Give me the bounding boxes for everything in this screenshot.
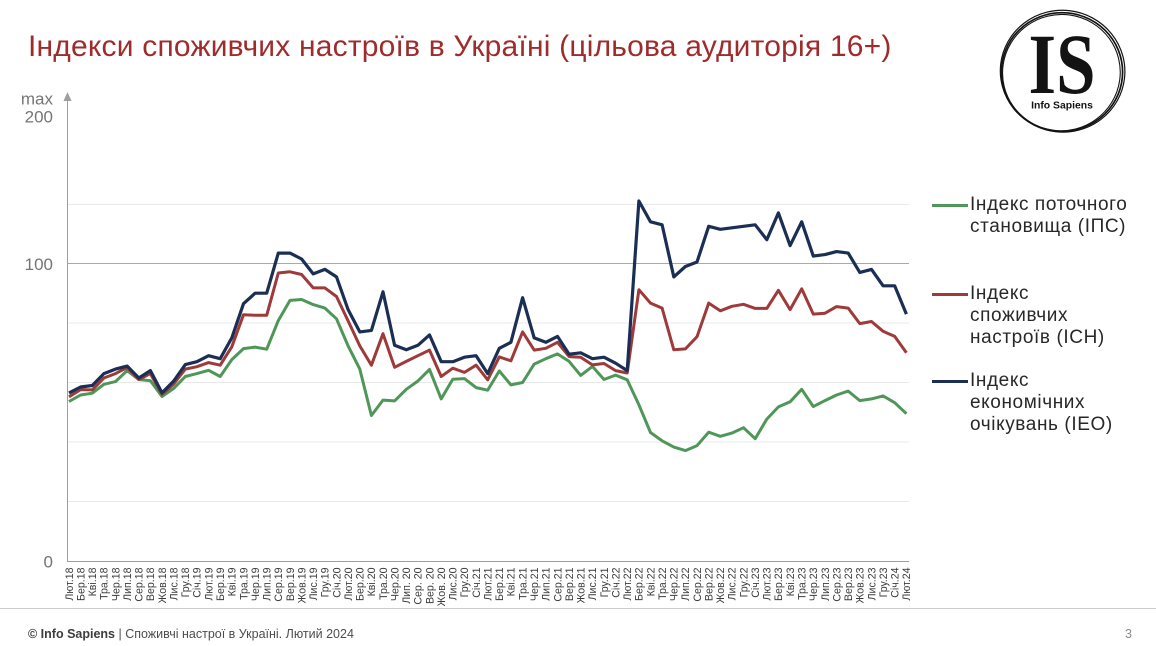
svg-text:Січ.22: Січ.22 [610,567,622,597]
svg-text:Чер.22: Чер.22 [669,567,681,601]
svg-text:Сер. 20: Сер. 20 [413,567,425,604]
svg-text:Лис.22: Лис.22 [727,567,739,600]
svg-text:Лис.20: Лис.20 [448,567,460,600]
svg-text:Чер.18: Чер.18 [110,567,122,601]
svg-text:Вер.21: Вер.21 [564,567,576,601]
svg-text:Кві.23: Кві.23 [785,567,797,596]
svg-text:Лип. 20: Лип. 20 [401,567,413,603]
svg-text:Кві.20: Кві.20 [366,567,378,596]
svg-text:Жов.23: Жов.23 [855,567,867,603]
svg-text:Бер.19: Бер.19 [215,567,227,601]
svg-text:Лип.19: Лип.19 [262,567,274,600]
svg-text:Лют.20: Лют.20 [343,567,355,600]
svg-text:Сер.18: Сер.18 [134,567,146,601]
svg-text:Гру.20: Гру.20 [459,567,471,597]
svg-text:Гру.18: Гру.18 [180,567,192,597]
svg-text:Лют.18: Лют.18 [64,567,76,600]
svg-text:Бер.21: Бер.21 [494,567,506,601]
svg-text:Сер.21: Сер.21 [552,567,564,601]
svg-text:Сер.23: Сер.23 [831,567,843,601]
svg-text:Січ.19: Січ.19 [192,567,204,597]
svg-text:Бер.22: Бер.22 [634,567,646,601]
svg-text:Лип.21: Лип.21 [541,567,553,600]
svg-text:Тра.19: Тра.19 [238,567,250,599]
svg-text:Лис.18: Лис.18 [169,567,181,600]
svg-text:Тра.23: Тра.23 [797,567,809,599]
svg-text:Лис.19: Лис.19 [308,567,320,600]
svg-text:Лют.23: Лют.23 [762,567,774,600]
svg-text:Info Sapiens: Info Sapiens [1031,101,1093,112]
svg-text:IS: IS [1029,16,1096,112]
svg-text:Сер.19: Сер.19 [273,567,285,601]
svg-text:Жов.19: Жов.19 [296,567,308,603]
svg-text:Жов.22: Жов.22 [715,567,727,603]
svg-text:Сер.22: Сер.22 [692,567,704,601]
svg-text:200: 200 [25,108,53,127]
svg-text:Лип.22: Лип.22 [680,567,692,600]
svg-text:Кві.18: Кві.18 [87,567,99,596]
svg-text:Лют.19: Лют.19 [203,567,215,600]
svg-text:Січ.20: Січ.20 [331,567,343,597]
svg-text:Вер.23: Вер.23 [843,567,855,601]
svg-text:Січ.21: Січ.21 [471,567,483,597]
svg-text:max: max [21,90,54,109]
svg-text:Лют.22: Лют.22 [622,567,634,600]
svg-text:Гру.21: Гру.21 [599,567,611,597]
svg-text:Лис.23: Лис.23 [866,567,878,600]
svg-text:Вер.22: Вер.22 [704,567,716,601]
svg-text:Січ.24: Січ.24 [890,567,902,597]
svg-text:Тра.21: Тра.21 [517,567,529,599]
svg-text:Тра.18: Тра.18 [99,567,111,599]
svg-text:Вер.18: Вер.18 [145,567,157,601]
svg-text:Гру.19: Гру.19 [320,567,332,597]
svg-text:Тра.20: Тра.20 [378,567,390,599]
svg-text:Лип.18: Лип.18 [122,567,134,600]
svg-text:Кві.22: Кві.22 [645,567,657,596]
svg-text:Вер. 20: Вер. 20 [424,567,436,604]
svg-text:Бер.20: Бер.20 [355,567,367,601]
svg-text:Чер.23: Чер.23 [808,567,820,601]
svg-text:0: 0 [44,553,53,572]
svg-text:Жов.21: Жов.21 [576,567,588,603]
svg-text:Бер.23: Бер.23 [773,567,785,601]
svg-text:Тра.22: Тра.22 [657,567,669,599]
svg-text:Чер.19: Чер.19 [250,567,262,601]
svg-text:Чер.20: Чер.20 [389,567,401,601]
svg-text:Кві.19: Кві.19 [227,567,239,596]
svg-text:Гру.23: Гру.23 [878,567,890,597]
svg-text:Лют.21: Лют.21 [483,567,495,600]
svg-text:Лип.23: Лип.23 [820,567,832,600]
svg-text:Лют.24: Лют.24 [901,567,913,600]
svg-text:100: 100 [25,255,53,274]
svg-text:Лис.21: Лис.21 [587,567,599,600]
svg-text:Чер.21: Чер.21 [529,567,541,601]
svg-text:Січ.23: Січ.23 [750,567,762,597]
svg-text:Жов. 20: Жов. 20 [436,567,448,606]
svg-text:Гру.22: Гру.22 [738,567,750,597]
svg-text:Вер.19: Вер.19 [285,567,297,601]
svg-text:Кві.21: Кві.21 [506,567,518,596]
svg-text:Бер.18: Бер.18 [75,567,87,601]
svg-text:Жов.18: Жов.18 [157,567,169,603]
